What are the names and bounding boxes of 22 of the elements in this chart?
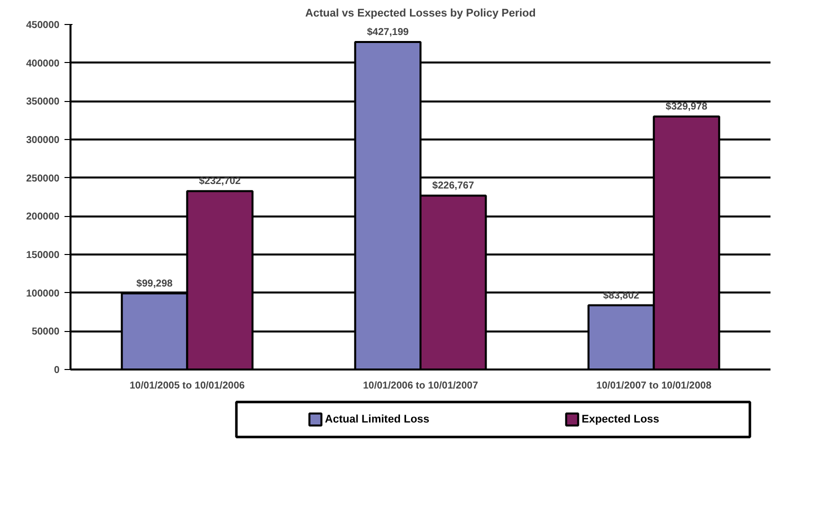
data-label: $329,978: [666, 102, 708, 113]
y-tick-label: 50000: [32, 326, 60, 338]
data-label: $99,298: [136, 278, 174, 290]
y-tick-label: 450000: [26, 20, 60, 31]
chart-title: Actual vs Expected Losses by Policy Period: [305, 8, 536, 20]
data-label: $83,802: [603, 290, 640, 302]
y-tick-label: 400000: [26, 58, 60, 70]
data-label: $427,199: [366, 26, 410, 38]
x-tick-label: 10/01/2006 to 10/01/2007: [362, 380, 478, 392]
data-label: $226,767: [432, 180, 474, 192]
y-tick-label: 200000: [26, 212, 60, 223]
y-tick-label: 150000: [26, 250, 60, 261]
y-tick-label: 350000: [26, 96, 60, 108]
y-tick-label: 0: [54, 365, 60, 376]
x-tick-label: 10/01/2005 to 10/01/2006: [130, 380, 246, 392]
data-label: $232,702: [198, 176, 242, 188]
y-tick-label: 300000: [26, 135, 60, 146]
y-tick-label: 250000: [26, 173, 60, 184]
legend-label: Expected Loss: [582, 414, 660, 426]
legend-label: Actual Limited Loss: [324, 414, 430, 426]
x-tick-label: 10/01/2007 to 10/01/2008: [596, 380, 712, 392]
y-tick-label: 100000: [26, 288, 60, 300]
